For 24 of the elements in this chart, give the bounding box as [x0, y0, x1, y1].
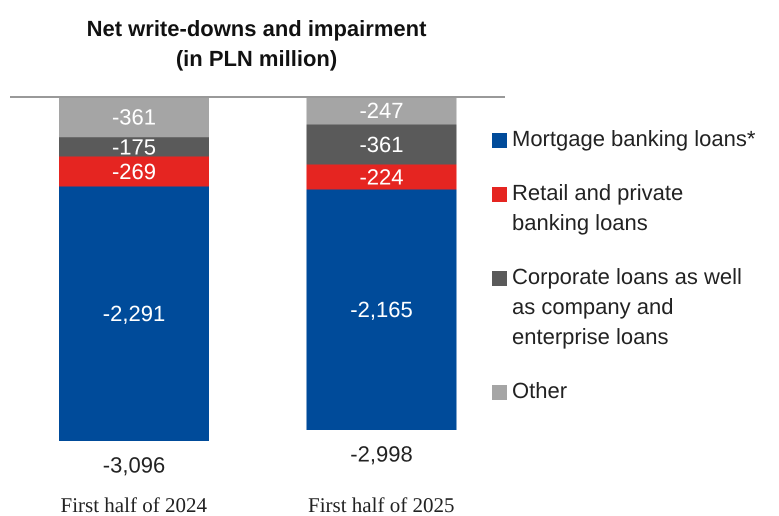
bar	[306, 189, 456, 430]
x-tick-label: First half of 2025	[308, 492, 454, 516]
legend-label: Retail and private banking loans	[512, 179, 684, 237]
data-label: -361	[112, 104, 156, 130]
bar	[306, 164, 456, 190]
x-tick-label: First half of 2024	[60, 492, 208, 516]
chart-subtitle: (in PLN million)	[174, 45, 338, 73]
legend-label: Mortgage banking loans*	[512, 125, 756, 153]
data-label: -361	[359, 132, 404, 157]
data-label: -269	[112, 159, 156, 184]
bar	[59, 137, 209, 157]
total-label: -3,096	[102, 452, 166, 478]
data-label: -175	[112, 134, 156, 160]
data-label: -224	[359, 164, 404, 190]
chart-title: Net write-downs and impairment	[86, 15, 428, 43]
bar	[59, 186, 209, 441]
bar	[59, 156, 209, 186]
data-label: -2,165	[350, 297, 413, 322]
data-label: -247	[359, 98, 404, 124]
legend-label: Other	[512, 377, 568, 405]
total-label: -2,998	[350, 442, 413, 466]
legend-label: Corporate loans as well as company and enterprise loans	[512, 263, 743, 351]
data-label: -2,291	[102, 301, 166, 326]
bar	[306, 124, 456, 165]
